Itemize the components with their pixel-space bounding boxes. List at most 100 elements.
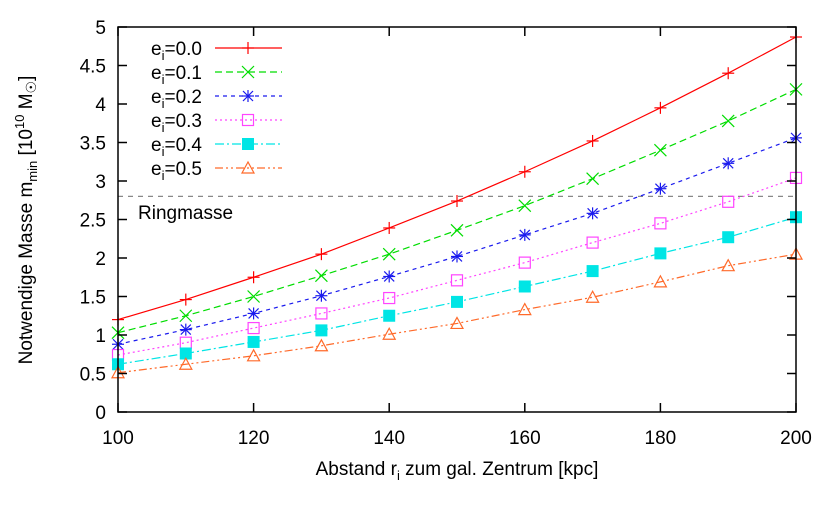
- series-line: [117, 36, 797, 321]
- legend-text: e: [151, 135, 162, 156]
- marker-shape: [449, 316, 465, 330]
- legend-text: =0.2: [164, 87, 202, 108]
- square-marker: [722, 195, 735, 208]
- y-label-text: M: [16, 93, 37, 114]
- star-marker: [654, 182, 667, 195]
- plus-marker: [247, 271, 260, 284]
- square-marker: [241, 113, 255, 127]
- filled-square-marker: [383, 309, 396, 322]
- legend-sub: i: [162, 120, 165, 135]
- legend-label: ei=0.0: [151, 39, 202, 63]
- marker-stroke: [451, 251, 463, 262]
- triangle-marker: [449, 316, 465, 330]
- triangle-marker: [178, 357, 193, 370]
- star-marker: [586, 207, 599, 220]
- sun-symbol: ☉: [23, 81, 39, 94]
- y-tick-label: 4: [95, 95, 106, 116]
- plus-marker: [315, 248, 328, 261]
- x-tick-label: 180: [645, 428, 677, 449]
- series-line: [117, 216, 797, 365]
- marker-shape: [179, 336, 192, 349]
- marker-shape: [586, 236, 599, 249]
- series-e_i=0.3: [111, 171, 803, 362]
- legend-text: e: [151, 87, 162, 108]
- plus-marker: [451, 195, 463, 208]
- y-tick-label: 3.5: [80, 134, 106, 155]
- series-e_i=0.1: [111, 82, 803, 340]
- legend-text: =0.4: [164, 135, 202, 156]
- y-tick-label: 2.5: [80, 211, 106, 232]
- cross-marker: [382, 247, 396, 261]
- legend-sub: i: [162, 144, 165, 159]
- filled-square-marker: [179, 347, 192, 360]
- marker-stroke: [248, 308, 260, 319]
- legend-sub: i: [162, 96, 165, 111]
- marker-stroke: [654, 183, 666, 195]
- marker-stroke: [450, 223, 464, 237]
- y-tick-label: 3: [95, 172, 106, 193]
- marker-stroke: [383, 271, 395, 282]
- marker-shape: [178, 357, 193, 370]
- star-marker: [383, 270, 396, 283]
- series-line: [117, 177, 797, 356]
- series-e_i=0.4: [112, 211, 802, 371]
- marker-shape: [586, 265, 599, 278]
- marker-shape: [247, 321, 260, 335]
- marker-shape: [314, 338, 329, 352]
- star-marker: [722, 157, 735, 170]
- legend-text: =0.1: [164, 63, 202, 84]
- triangle-marker: [240, 160, 256, 174]
- marker-shape: [518, 280, 531, 293]
- marker-shape: [179, 347, 192, 360]
- x-label-text: zum gal. Zentrum [kpc]: [400, 459, 599, 480]
- legend-label: ei=0.4: [151, 135, 202, 159]
- marker-shape: [722, 195, 735, 208]
- square-marker: [518, 256, 531, 269]
- legend-text: =0.3: [164, 111, 202, 132]
- marker-stroke: [721, 114, 735, 128]
- legend-text: =0.0: [164, 39, 202, 60]
- marker-stroke: [722, 157, 734, 169]
- series-e_i=0.0: [112, 31, 802, 326]
- y-tick-label: 1: [95, 326, 106, 347]
- plus-marker: [654, 101, 667, 114]
- x-axis-label: Abstand ri zum gal. Zentrum [kpc]: [316, 459, 599, 483]
- ringmasse-label: Ringmasse: [138, 203, 233, 224]
- y-label-text: [10: [16, 129, 37, 161]
- legend-label: ei=0.5: [151, 159, 202, 183]
- cross-marker: [247, 290, 261, 303]
- plus-marker: [242, 42, 254, 54]
- y-tick-label: 1.5: [80, 288, 106, 309]
- triangle-marker: [653, 274, 668, 288]
- star-marker: [242, 90, 254, 102]
- marker-shape: [518, 256, 531, 269]
- legend-label: ei=0.2: [151, 87, 202, 111]
- legend-text: e: [151, 63, 162, 84]
- marker-stroke: [587, 207, 599, 219]
- legend-text: e: [151, 111, 162, 132]
- square-marker: [179, 336, 192, 349]
- filled-square-marker: [451, 295, 463, 308]
- marker-shape: [721, 258, 736, 272]
- y-label-text: Notwendige Masse m: [16, 182, 37, 365]
- marker-shape: [315, 324, 328, 337]
- marker-shape: [382, 326, 397, 340]
- square-marker: [383, 291, 396, 305]
- star-marker: [179, 323, 192, 336]
- marker-stroke: [518, 199, 532, 213]
- x-tick-label: 140: [373, 428, 405, 449]
- plus-marker: [722, 67, 735, 80]
- y-label-text: ]: [16, 76, 37, 81]
- marker-stroke: [519, 229, 531, 241]
- marker-shape: [585, 290, 600, 303]
- legend-text: e: [151, 39, 162, 60]
- cross-marker: [653, 143, 667, 157]
- cross-marker: [518, 199, 532, 213]
- marker-shape: [240, 160, 256, 174]
- cross-marker: [450, 223, 464, 237]
- legend-label: ei=0.3: [151, 111, 202, 135]
- y-label-sup: 10: [12, 115, 27, 129]
- axes: 100 120 140 160 180 200 0 0.5 1 1.5 2 2.5 3 3.5 4 4.5 5: [80, 18, 812, 449]
- plus-marker: [586, 134, 599, 147]
- marker-stroke: [179, 309, 193, 323]
